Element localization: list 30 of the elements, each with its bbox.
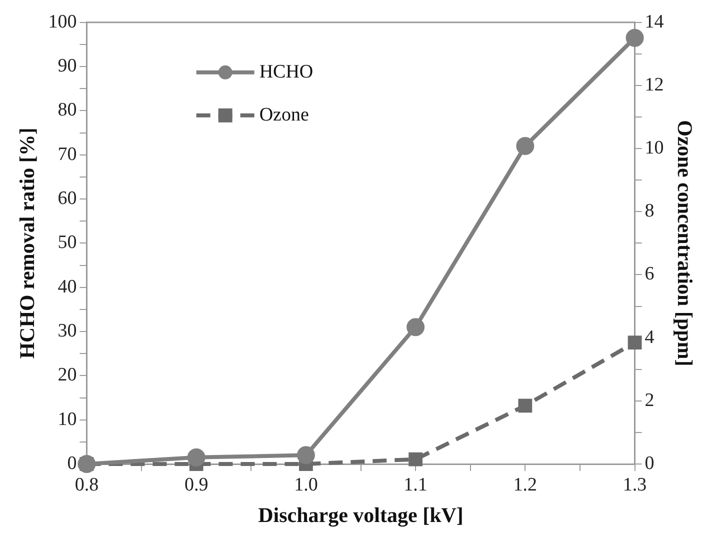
legend-label: HCHO — [259, 61, 314, 82]
y-axis-title: HCHO removal ratio [%] — [15, 128, 40, 359]
x-axis-title: Discharge voltage [kV] — [258, 502, 464, 527]
y-tick-label: 40 — [58, 276, 77, 298]
x-tick-label: 1.0 — [294, 474, 318, 496]
y2-axis-title: Ozone concentration [ppm] — [672, 120, 697, 366]
y-tick-label: 60 — [58, 188, 77, 210]
y-tick-label: 30 — [58, 320, 77, 342]
y-tick-label: 90 — [58, 56, 77, 77]
y-tick-label: 0 — [67, 452, 77, 474]
legend-label: Ozone — [259, 104, 309, 126]
y-tick-label: 100 — [48, 11, 77, 32]
x-tick-label: 1.2 — [513, 474, 538, 496]
y-tick-label: 20 — [58, 364, 77, 386]
y2-tick-label: 4 — [644, 326, 655, 348]
x-tick-label: 1.1 — [404, 474, 428, 496]
y2-tick-label: 10 — [644, 138, 664, 159]
x-tick-label: 0.8 — [74, 474, 99, 496]
x-tick-label: 0.9 — [184, 474, 208, 496]
x-tick-label: 1.3 — [622, 474, 647, 496]
y2-tick-label: 6 — [644, 264, 654, 285]
y-tick-label: 50 — [58, 232, 77, 254]
y-tick-label: 80 — [58, 100, 77, 121]
y2-tick-label: 0 — [644, 452, 654, 474]
y2-tick-label: 12 — [644, 74, 664, 96]
y2-tick-label: 14 — [644, 11, 664, 32]
y-tick-label: 70 — [58, 144, 77, 165]
y2-tick-label: 2 — [644, 390, 654, 411]
y-tick-label: 10 — [58, 408, 77, 430]
y2-tick-label: 8 — [644, 200, 654, 222]
